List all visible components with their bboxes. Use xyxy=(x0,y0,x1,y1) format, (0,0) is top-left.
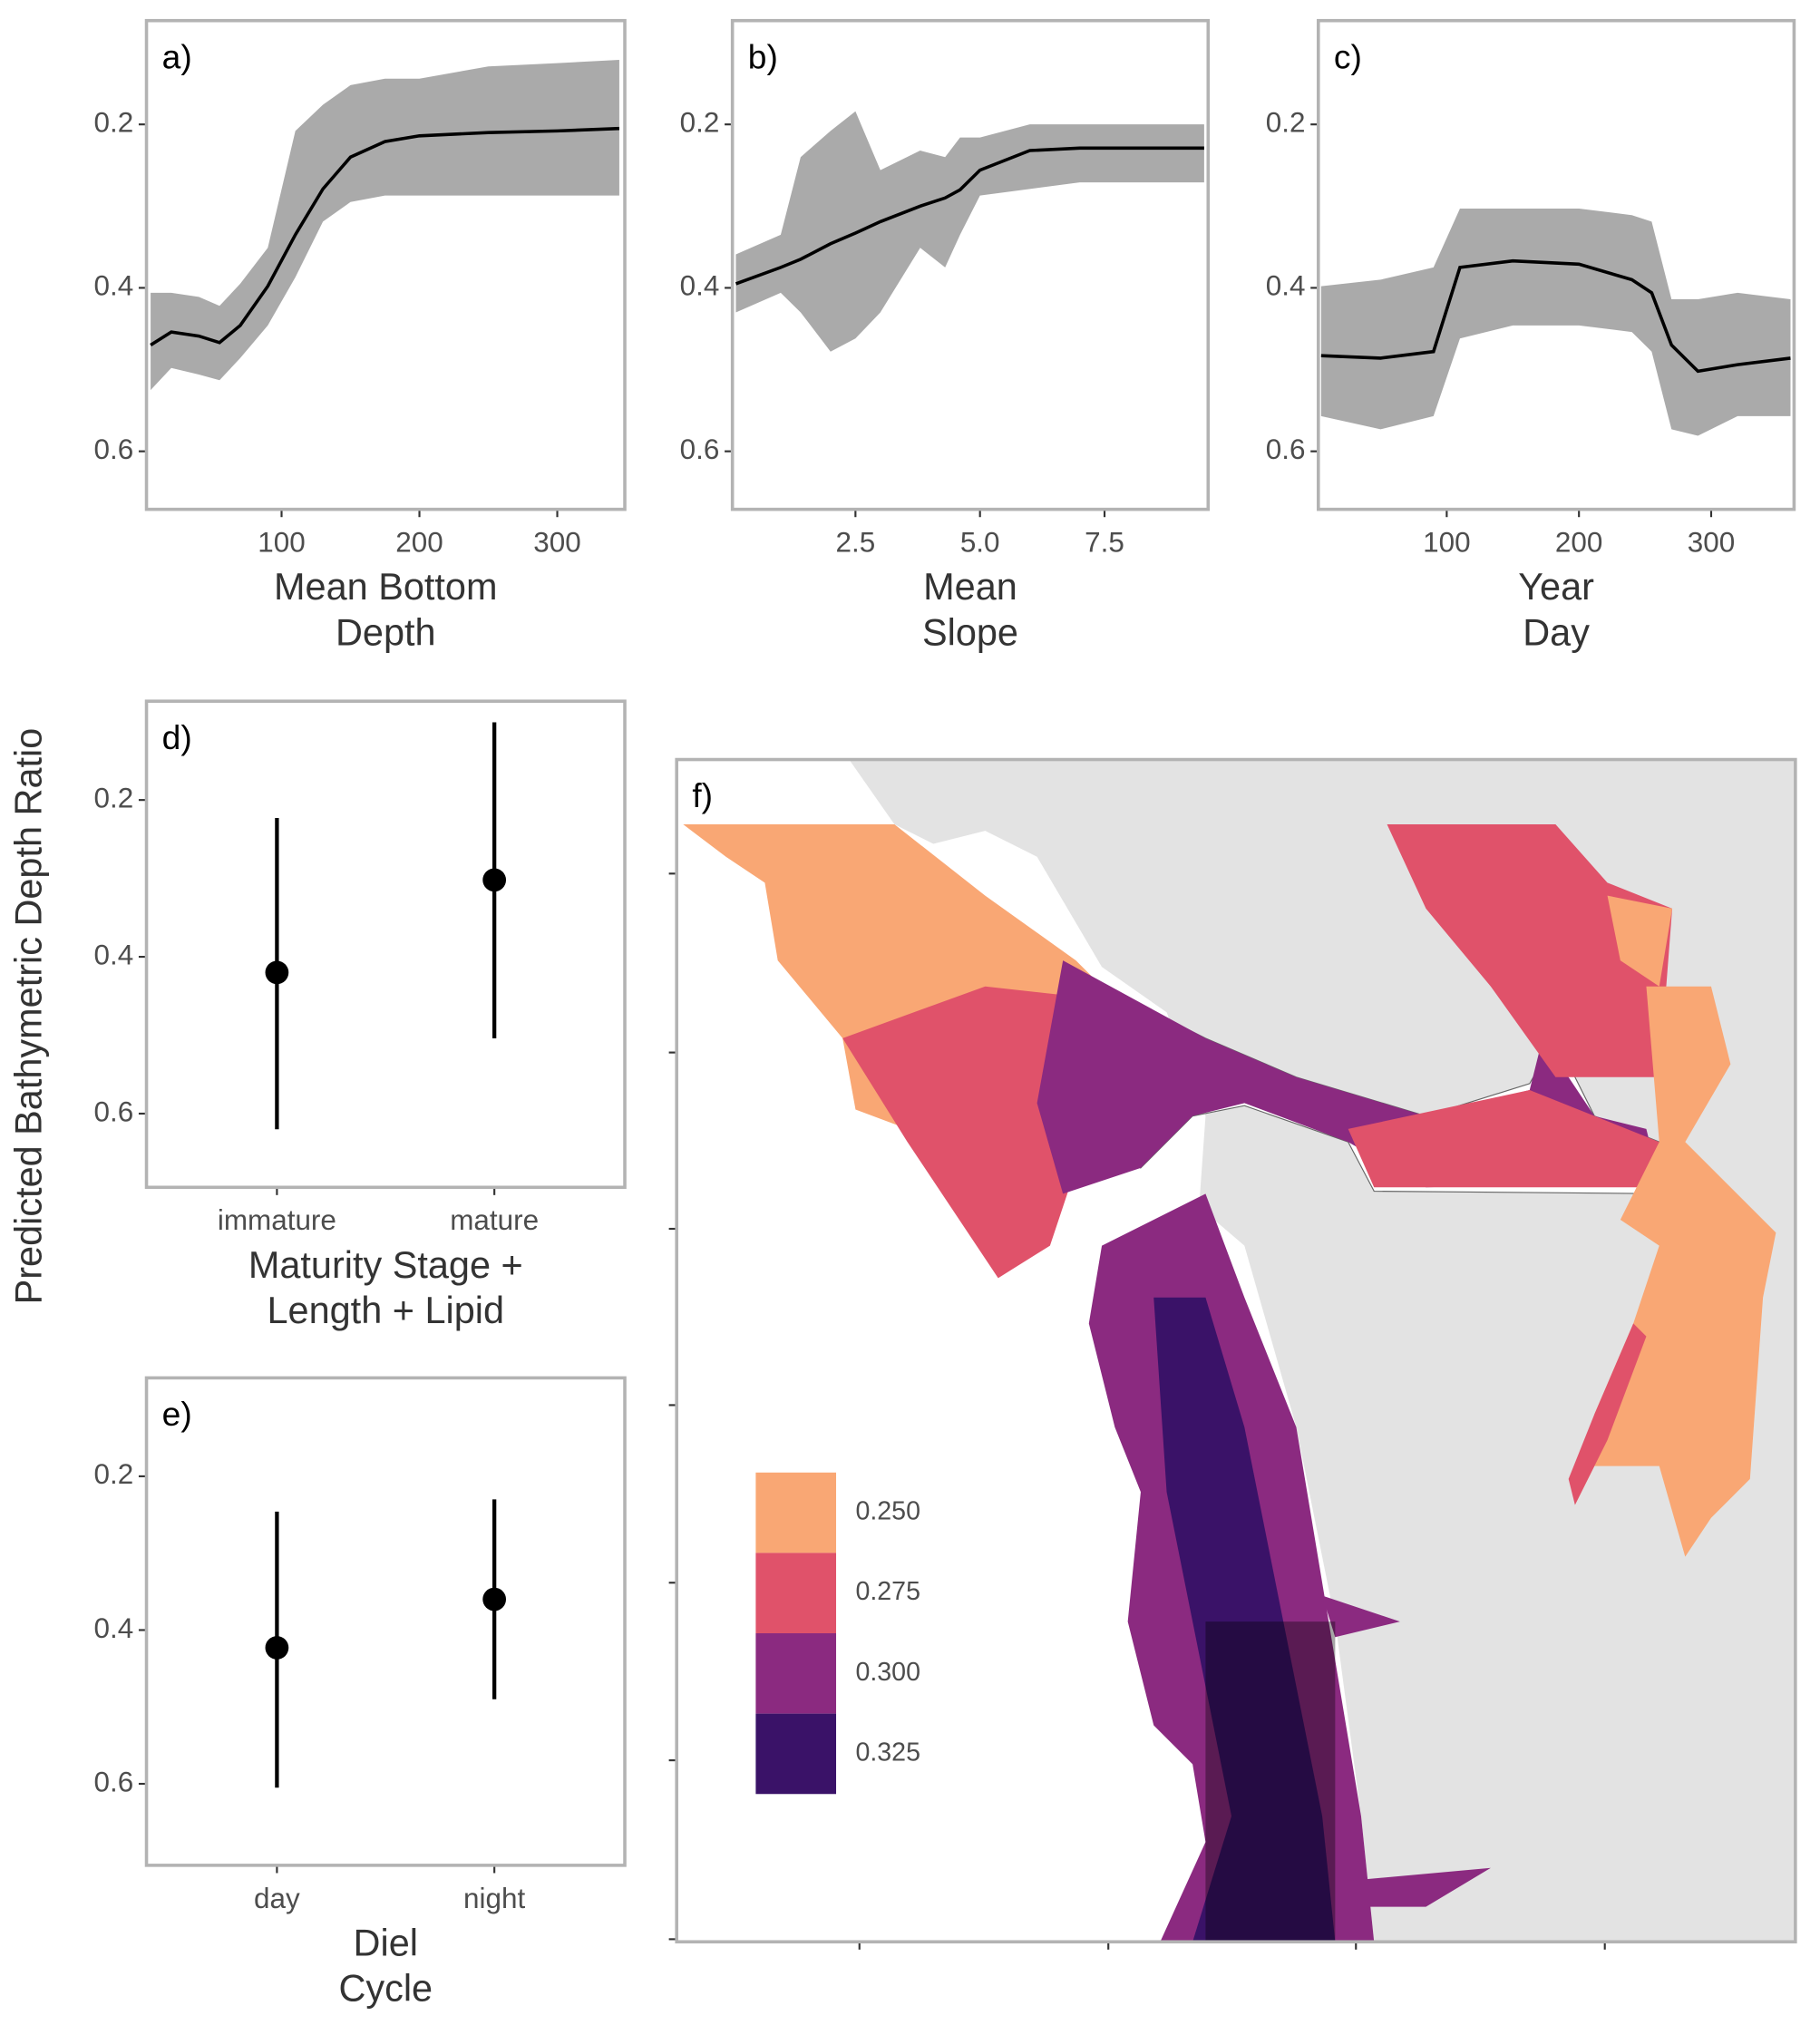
y-tick-label: 0.6 xyxy=(1266,433,1306,465)
confidence-band xyxy=(151,59,619,391)
map-region xyxy=(1574,986,1776,1557)
x-tick-label: 100 xyxy=(1423,527,1470,559)
confidence-band xyxy=(1320,209,1791,436)
y-tick-label: 0.2 xyxy=(1266,106,1306,138)
deep-shade xyxy=(1205,1621,1336,1942)
y-tick-label: 0.2 xyxy=(94,106,134,138)
y-tick-label: 0.6 xyxy=(680,433,720,465)
map-region xyxy=(683,824,1103,1129)
legend-key xyxy=(755,1553,837,1634)
y-tick-label: 0.6 xyxy=(94,1766,134,1797)
x-axis-title: Slope xyxy=(922,610,1018,653)
point xyxy=(482,1587,507,1611)
legend-key xyxy=(755,1633,837,1714)
y-tick-label: 0.2 xyxy=(94,782,134,813)
map-region xyxy=(1607,895,1673,987)
legend-label: 0.325 xyxy=(855,1738,920,1767)
mean-line xyxy=(150,126,620,347)
panel-label: c) xyxy=(1334,37,1362,75)
panel-frame xyxy=(144,18,627,511)
legend-label: 0.250 xyxy=(855,1497,920,1526)
x-tick-label: day xyxy=(254,1883,300,1914)
legend-label: 0.275 xyxy=(855,1577,920,1606)
y-tick-label: 0.2 xyxy=(680,106,720,138)
panel-label: e) xyxy=(162,1395,192,1433)
x-axis-title: Year xyxy=(1518,565,1594,608)
confidence-band xyxy=(735,111,1204,352)
x-tick-label: night xyxy=(463,1883,525,1914)
map-region xyxy=(842,986,1103,1279)
y-tick-label: 0.6 xyxy=(94,433,134,465)
panel-label: f) xyxy=(692,776,713,814)
panel-label: d) xyxy=(162,718,192,756)
point xyxy=(265,1636,289,1660)
map-region xyxy=(1348,1090,1659,1188)
map-region xyxy=(1153,1297,1336,1942)
y-tick-label: 0.4 xyxy=(94,1612,134,1644)
panel-frame xyxy=(144,1376,627,1867)
panel-frame xyxy=(730,18,1211,511)
y-tick-label: 0.2 xyxy=(94,1458,134,1490)
x-axis-title: Depth xyxy=(336,610,436,653)
x-tick-label: 300 xyxy=(533,527,580,559)
x-tick-label: mature xyxy=(450,1204,539,1236)
x-axis-title: Cycle xyxy=(338,1966,433,2009)
legend-label: 0.300 xyxy=(855,1658,920,1687)
x-tick-label: 7.5 xyxy=(1085,527,1124,559)
x-axis-title: Mean xyxy=(923,565,1017,608)
point xyxy=(482,868,507,892)
x-axis-title: Length + Lipid xyxy=(268,1289,505,1331)
legend-key xyxy=(755,1472,837,1553)
y-tick-label: 0.6 xyxy=(94,1095,134,1127)
x-tick-label: 200 xyxy=(395,527,443,559)
map-region xyxy=(1322,1595,1400,1638)
y-tick-label: 0.4 xyxy=(680,270,720,302)
x-tick-label: immature xyxy=(218,1204,336,1236)
legend-key xyxy=(755,1713,837,1795)
map-region xyxy=(1387,824,1673,1077)
x-axis-title: Day xyxy=(1523,610,1590,653)
x-tick-label: 5.0 xyxy=(960,527,1000,559)
x-tick-label: 100 xyxy=(258,527,305,559)
x-tick-label: 300 xyxy=(1688,527,1735,559)
panel-label: a) xyxy=(162,37,192,75)
x-axis-title: Mean Bottom xyxy=(274,565,497,608)
point xyxy=(265,960,289,985)
x-axis-title: Diel xyxy=(354,1921,418,1963)
map-region xyxy=(1348,1867,1491,1907)
y-tick-label: 0.4 xyxy=(94,270,134,302)
x-axis-title: Maturity Stage + xyxy=(248,1243,523,1286)
panel-label: b) xyxy=(748,37,778,75)
panel-frame xyxy=(1317,18,1796,511)
y-tick-label: 0.4 xyxy=(94,939,134,970)
x-tick-label: 200 xyxy=(1555,527,1602,559)
y-axis-title: Predicted Bathymetric Depth Ratio xyxy=(6,728,49,1305)
panel-frame xyxy=(675,757,1797,1944)
y-tick-label: 0.4 xyxy=(1266,270,1306,302)
mean-line xyxy=(735,146,1204,286)
mean-line xyxy=(1320,258,1791,374)
map-region xyxy=(1568,1323,1647,1505)
x-tick-label: 2.5 xyxy=(835,527,875,559)
panel-frame xyxy=(144,699,627,1190)
